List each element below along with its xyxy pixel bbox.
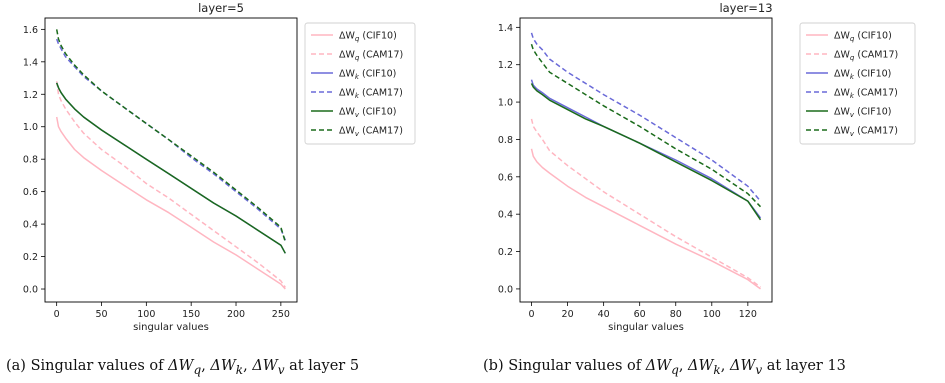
x-tick-label: 120 [739,309,757,320]
chart-title: layer=5 [198,1,244,15]
legend-entry: ΔWk (CIF10) [339,69,396,82]
y-tick-label: 1.2 [23,90,38,101]
legend-entry: ΔWv (CIF10) [834,107,891,120]
legend-box [304,22,416,145]
x-tick-label: 50 [95,309,107,320]
legend-entry: ΔWq (CIF10) [834,31,892,44]
series-line [55,29,287,243]
chart-a: layer=5 0 50 100 150 200 250 0.0 0.2 0.4 0.6 0.8 1.0… [23,1,416,333]
caption-a-suffix: at layer 5 [289,358,360,374]
y-tick-label: 1.0 [23,122,38,133]
x-tick-label: 20 [562,309,574,320]
chart-title: layer=13 [719,1,772,15]
y-tick-label: 0.2 [498,247,513,258]
legend: ΔWq (CIF10) ΔWq (CAM17) ΔWk (CIF10) ΔWk (CA… [304,22,416,145]
y-tick-label: 0.6 [23,187,38,198]
series-line [55,116,286,290]
legend-entry: ΔWk (CAM17) [339,88,403,101]
caption-a: (a) Singular values of ΔWq, ΔWk, ΔWv at … [6,358,360,377]
legend-entry: ΔWv (CAM17) [339,126,403,139]
y-tick-label: 0.8 [23,155,38,166]
caption-a-term-k: ΔWk [210,358,244,377]
caption-a-term-v: ΔWv [252,358,285,377]
legend-entry: ΔWq (CAM17) [834,50,898,63]
plot-frame [44,17,298,303]
series-line [530,32,762,202]
x-tick-label: 100 [703,309,721,320]
series-line [530,118,761,288]
y-tick-label: 0.8 [498,135,513,146]
y-tick-label: 0.2 [23,252,38,263]
legend-entry: ΔWv (CAM17) [834,126,898,139]
legend-entry: ΔWq (CAM17) [339,50,403,63]
legend: ΔWq (CIF10) ΔWq (CAM17) ΔWk (CIF10) ΔWk (CA… [799,22,916,145]
caption-a-prefix: (a) Singular values of [6,358,164,374]
y-tick-label: 1.2 [498,60,513,71]
legend-entry: ΔWv (CIF10) [339,107,396,120]
x-tick-label: 40 [598,309,610,320]
series-line [530,83,762,221]
y-tick-label: 1.4 [23,57,38,68]
y-tick-label: 1.6 [23,25,38,36]
caption-b-term-q: ΔWq [645,358,679,377]
legend-entry: ΔWk (CAM17) [834,88,898,101]
series-line [530,43,762,208]
series-line [530,79,762,219]
x-tick-label: 200 [227,309,245,320]
legend-entry: ΔWq (CIF10) [339,31,397,44]
y-tick-label: 0.0 [23,285,38,296]
caption-b-prefix: (b) Singular values of [483,358,642,374]
x-tick-label: 250 [272,309,290,320]
x-tick-label: 80 [670,309,682,320]
x-tick-label: 0 [54,309,60,320]
y-tick-label: 0.4 [498,210,513,221]
series-line [55,82,286,254]
caption-a-term-q: ΔWq [168,358,202,377]
x-tick-label: 100 [137,309,155,320]
caption-b-term-k: ΔWk [688,358,721,377]
figure-canvas: layer=50 50 100 150 200 2500.00.20.40.60.81.0… [23,1,916,333]
legend-box [799,22,916,145]
chart-b: layer=13 0 20 40 60 80 100 120 0.0 0.2 0.4 0.6 0.8 1.… [498,1,916,333]
x-tick-label: 150 [182,309,200,320]
caption-b-term-v: ΔWv [729,358,763,377]
y-tick-label: 0.6 [498,172,513,183]
series-line [55,82,286,254]
series-line [55,81,286,288]
series-line [55,38,286,241]
plot-frame [519,17,773,303]
y-tick-label: 1.0 [498,98,513,109]
caption-b: (b) Singular values of ΔWq, ΔWk, ΔWv at … [483,358,846,377]
series-line [530,148,761,290]
caption-b-suffix: at layer 13 [766,358,846,374]
x-tick-label: 60 [634,309,646,320]
x-axis-label: singular values [608,322,684,333]
legend-entry: ΔWk (CIF10) [834,69,891,82]
y-tick-label: 1.4 [498,23,513,34]
x-tick-label: 0 [529,309,535,320]
x-axis-label: singular values [133,322,209,333]
y-tick-label: 0.4 [23,220,38,231]
y-tick-label: 0.0 [498,284,513,295]
